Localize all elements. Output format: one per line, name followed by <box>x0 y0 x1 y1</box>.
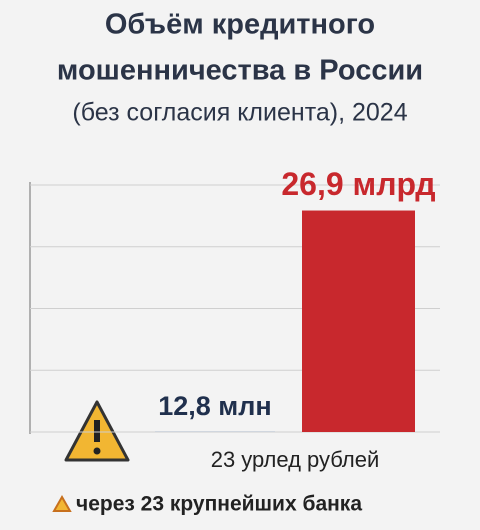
footnote: через 23 крупнейших банка <box>76 493 362 516</box>
value-label: 26,9 млрд <box>281 166 435 202</box>
subtitle: (без согласия клиента), 2024 <box>72 99 407 127</box>
footnote-icon <box>52 494 72 512</box>
warning-icon <box>64 400 130 462</box>
value-label: 12,8 млн <box>158 391 271 421</box>
title-line: Объём кредитного <box>105 9 375 41</box>
title-line: мошенничества в России <box>57 55 423 87</box>
x-axis-label: 23 урлед рублей <box>211 447 380 472</box>
bar <box>302 210 415 432</box>
